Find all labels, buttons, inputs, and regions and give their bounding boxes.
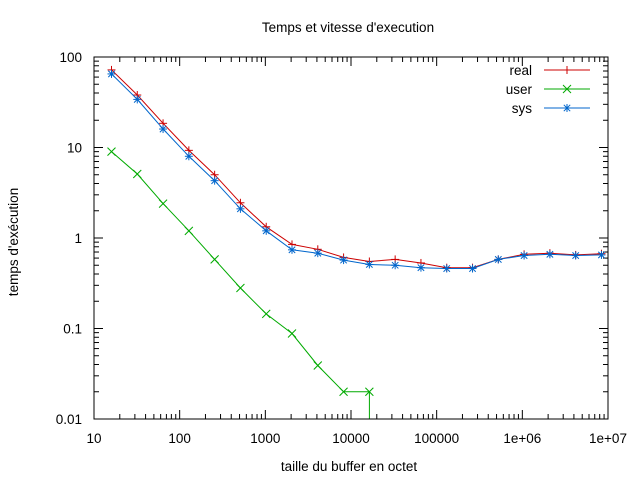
series-line-user — [111, 151, 370, 419]
x-tick-label: 10 — [86, 431, 101, 446]
data-point-sys — [236, 204, 245, 213]
data-point-sys — [262, 226, 271, 235]
data-point-sys — [184, 152, 193, 161]
y-tick-label: 1 — [74, 231, 82, 246]
y-tick-label: 0.1 — [63, 322, 82, 337]
y-tick-label: 10 — [67, 141, 82, 156]
data-point-sys — [468, 264, 477, 273]
data-point-user — [365, 387, 374, 397]
legend-item-real: real — [509, 63, 590, 78]
chart-title: Temps et vitesse d'execution — [262, 20, 434, 35]
legend-item-user: user — [506, 82, 590, 97]
legend-label: user — [506, 82, 533, 97]
legend-label: real — [509, 63, 532, 78]
series-line-real — [111, 69, 602, 269]
x-axis-label: taille du buffer en octet — [281, 459, 418, 474]
legend: real user sys — [506, 63, 590, 116]
data-point-sys — [313, 249, 322, 258]
data-point-user — [107, 147, 116, 156]
data-point-sys — [288, 245, 297, 254]
series-sys — [107, 69, 606, 273]
x-tick-label: 1e+06 — [503, 431, 541, 446]
series-line-sys — [111, 73, 602, 269]
legend-label: sys — [512, 101, 533, 116]
data-point-sys — [107, 69, 116, 78]
data-point-user — [287, 329, 297, 338]
legend-marker — [562, 84, 572, 94]
data-point-user — [132, 169, 142, 179]
plot-frame — [93, 56, 609, 420]
data-point-sys — [365, 260, 374, 269]
data-point-user — [210, 255, 219, 264]
y-axis-label: temps d'exécution — [6, 188, 21, 296]
data-point-sys — [597, 250, 606, 259]
x-tick-label: 100 — [168, 431, 191, 446]
data-point-user — [236, 283, 245, 293]
legend-item-sys: sys — [512, 101, 590, 116]
x-tick-label: 1000 — [250, 431, 280, 446]
data-point-sys — [494, 255, 503, 264]
data-point-user — [339, 387, 348, 397]
series-user — [107, 147, 374, 419]
data-point-sys — [210, 176, 219, 185]
y-tick-label: 100 — [59, 50, 82, 65]
data-point-sys — [520, 251, 529, 260]
plot-series — [107, 65, 606, 419]
data-point-sys — [571, 251, 580, 260]
legend-marker — [563, 66, 571, 74]
x-tick-label: 100000 — [414, 431, 459, 446]
data-point-sys — [391, 261, 400, 270]
data-point-user — [261, 309, 271, 319]
y-tick-label: 0.01 — [56, 412, 82, 427]
data-point-user — [184, 226, 194, 236]
data-point-sys — [416, 263, 425, 272]
x-tick-label: 10000 — [332, 431, 370, 446]
data-point-user — [313, 361, 323, 370]
data-point-sys — [442, 264, 451, 273]
data-point-sys — [133, 95, 142, 104]
data-point-user — [158, 199, 168, 208]
data-point-sys — [545, 250, 554, 259]
data-point-sys — [339, 256, 348, 265]
data-point-sys — [159, 125, 168, 134]
legend-marker — [563, 104, 571, 112]
x-tick-label: 1e+07 — [589, 431, 627, 446]
